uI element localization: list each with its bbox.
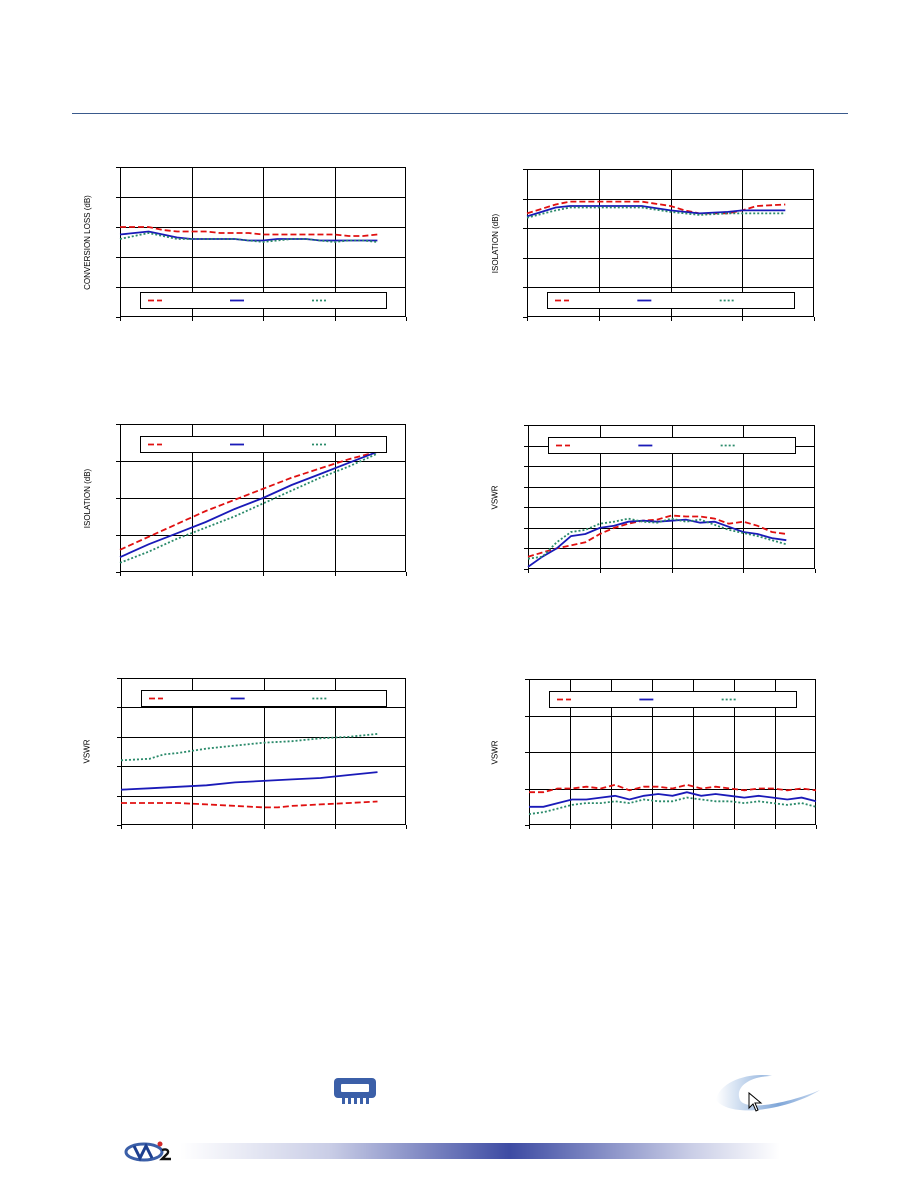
series-line-blue [529,791,817,808]
swoosh-graphic [712,1070,822,1115]
series-line-green [119,452,378,564]
series-line-green [527,517,787,560]
chart-3 [116,424,407,576]
legend-box [140,436,387,453]
chart-4 [524,425,816,573]
legend-box [548,437,796,454]
header-rule [72,113,848,114]
series-line-green [119,232,378,243]
series-line-blue [119,450,378,559]
chip-icon [333,1076,377,1106]
legend-box [141,690,387,707]
chart-plot-area [117,678,407,829]
series-line-blue [120,771,378,791]
chart-plot-area [524,425,816,573]
legend-box [547,292,795,309]
chart-6 [525,679,817,829]
chart-plot-area [116,424,407,576]
y-axis-label: ISOLATION (dB) [82,468,92,528]
series-line-blue [527,518,787,568]
logo-icon [124,1140,176,1162]
plot-frame [528,425,815,569]
y-axis-label: VSWR [82,739,92,764]
y-axis-label: VSWR [490,485,500,509]
chart-2 [523,169,815,321]
series-line-green [528,796,817,815]
legend-box [549,691,797,708]
chart-1 [116,167,407,321]
chart-plot-area [525,679,817,829]
series-line-blue [526,205,786,218]
cursor-icon [748,1091,764,1114]
y-axis-label: ISOLATION (dB) [490,213,500,273]
series-line-red [120,226,378,237]
plot-frame [121,678,406,825]
y-axis-label: CONVERSION LOSS (dB) [82,194,92,290]
series-line-green [526,206,786,219]
series-line-blue [119,230,378,242]
y-axis-label: VSWR [490,740,500,764]
series-line-red [119,450,378,551]
footer-gradient-bar [180,1143,780,1159]
legend-box [140,292,387,309]
plot-frame [527,169,814,317]
chart-plot-area [116,167,407,321]
series-line-red [121,800,378,809]
series-line-red [529,783,817,794]
chart-plot-area [523,169,815,321]
chart-5 [117,678,407,829]
series-line-red [527,514,787,558]
